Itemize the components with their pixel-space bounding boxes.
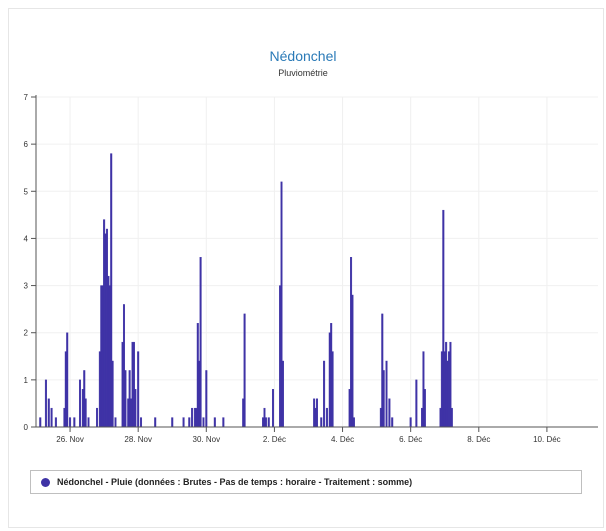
y-axis-ticks: 0 1 2 3 4 5 6 7 [24,93,36,432]
rain-bar [154,417,157,428]
x-tick-label: 8. Déc [467,435,490,444]
rain-bar [316,398,319,428]
rain-bar [73,417,76,428]
rain-bar [140,417,143,428]
axes [35,95,598,428]
y-tick-label: 4 [24,234,29,243]
rain-bar [188,417,191,428]
rain-bar [385,360,388,428]
y-tick-label: 2 [24,329,29,338]
rain-bar [111,360,114,428]
rain-bar [388,398,391,428]
rain-bar [222,417,225,428]
x-axis-ticks: 26. Nov 28. Nov 30. Nov 2. Déc 4. Déc 6. Déc 8… [56,427,561,444]
rain-bar [264,417,267,428]
rain-bar [409,417,412,428]
rain-bar [66,332,69,428]
rain-bar [281,360,284,428]
chart-subtitle: Pluviométrie [278,68,328,78]
x-tick-label: 10. Déc [533,435,561,444]
x-tick-label: 30. Nov [193,435,221,444]
rain-bar [243,313,246,428]
rain-bar [50,407,53,428]
rain-bar [382,370,385,428]
rain-bar [114,417,117,428]
y-tick-label: 3 [24,282,29,291]
rain-bar [191,407,194,428]
y-tick-label: 0 [24,423,29,432]
rain-bar [352,417,355,428]
x-tick-label: 26. Nov [56,435,84,444]
x-tick-label: 6. Déc [399,435,422,444]
rain-bar [323,360,326,428]
rain-bar [391,417,394,428]
rain-bar [44,379,47,428]
rain-bar [320,417,323,428]
y-tick-label: 5 [24,187,29,196]
x-tick-label: 4. Déc [331,435,354,444]
rain-bar [54,417,57,428]
legend[interactable]: Nédonchel - Pluie (données : Brutes - Pa… [30,470,582,494]
rain-bar [171,417,174,428]
rain-bar [78,379,81,428]
rain-bar [325,407,328,428]
rain-bar [182,417,185,428]
legend-series-label: Nédonchel - Pluie (données : Brutes - Pa… [57,477,413,487]
rain-bar [423,389,426,428]
rain-bar [47,398,50,428]
legend-series-marker [41,477,50,487]
rain-bar [87,417,90,428]
x-tick-label: 2. Déc [263,435,286,444]
rain-bar [272,389,275,428]
rain-bar [415,379,418,428]
y-tick-label: 1 [24,376,29,385]
y-tick-label: 7 [24,93,29,102]
rain-bars [39,153,453,428]
rain-bar [69,417,72,428]
rain-bar [124,370,127,428]
x-tick-label: 28. Nov [124,435,152,444]
rain-bar [351,294,354,428]
y-tick-label: 6 [24,140,29,149]
rain-bar [450,407,453,428]
rain-bar [213,417,216,428]
rain-bar [134,389,137,428]
rain-bar [202,417,205,428]
chart-title: Nédonchel [269,48,337,64]
rain-bar [199,257,202,428]
rain-bar [96,407,99,428]
gridlines [36,96,598,428]
rain-bar [331,351,334,428]
rain-bar [205,370,208,428]
rain-bar [137,351,140,428]
rain-bar [39,417,42,428]
rain-bar [267,417,270,428]
rain-bar [84,398,87,428]
